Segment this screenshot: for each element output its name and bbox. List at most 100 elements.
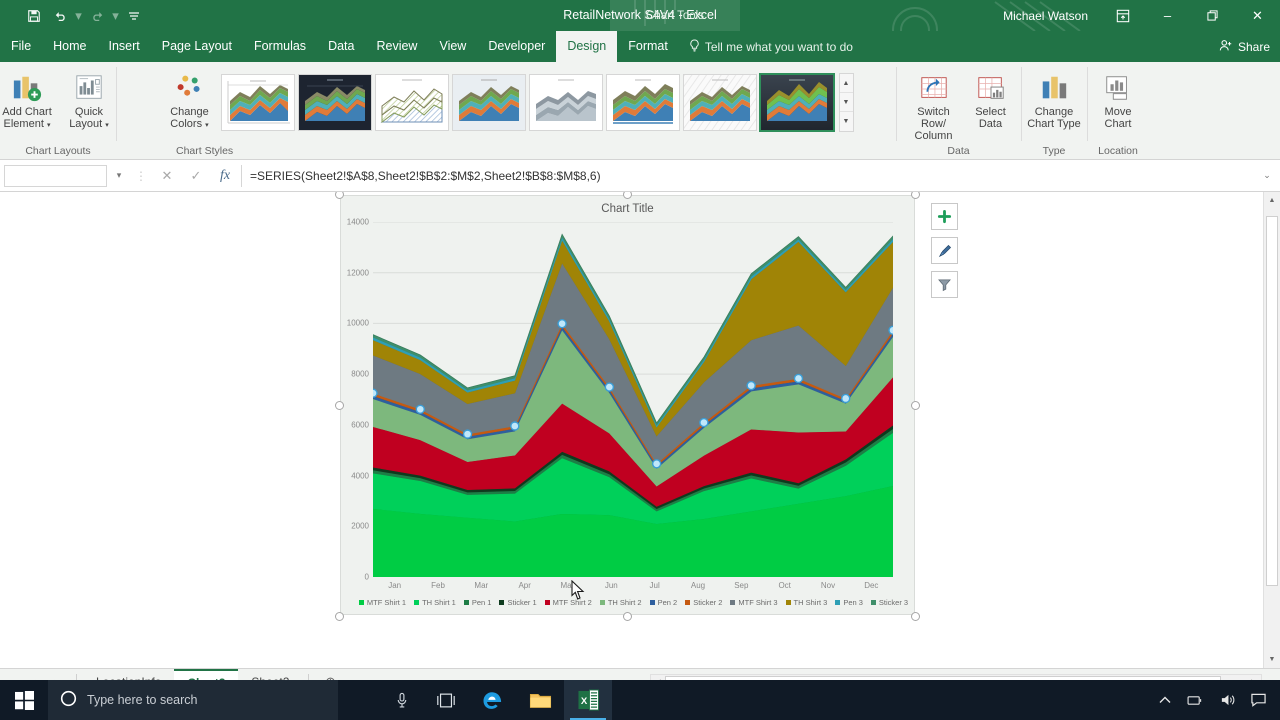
y-tick-14000: 14000: [346, 217, 369, 227]
minimize-button[interactable]: –: [1163, 8, 1172, 23]
legend-item-sticker-3[interactable]: Sticker 3: [870, 598, 908, 607]
chart-style-2[interactable]: [297, 74, 372, 131]
legend-item-sticker-1[interactable]: Sticker 1: [499, 598, 537, 607]
chart-filters-button[interactable]: [931, 271, 958, 298]
action-center-icon[interactable]: [1243, 693, 1280, 707]
chart-elements-button[interactable]: [931, 203, 958, 230]
legend-item-pen-1[interactable]: Pen 1: [463, 598, 491, 607]
task-view-icon[interactable]: [424, 680, 468, 720]
chart-style-3[interactable]: [374, 74, 449, 131]
vertical-scroll-thumb[interactable]: [1266, 216, 1278, 586]
tab-home[interactable]: Home: [53, 39, 87, 53]
chart-style-5[interactable]: [528, 74, 603, 131]
tab-page-layout[interactable]: Page Layout: [161, 39, 232, 53]
name-box[interactable]: [4, 164, 107, 187]
chart-handle-bottom-left[interactable]: [335, 612, 344, 621]
quick-layout-button[interactable]: Quick Layout ▾: [58, 68, 120, 136]
chart-style-6[interactable]: [605, 74, 680, 131]
change-colors-button[interactable]: Change Colors ▾: [159, 68, 221, 136]
chart-style-1[interactable]: [220, 74, 295, 131]
tab-review[interactable]: Review: [376, 39, 418, 53]
tab-design[interactable]: Design: [556, 31, 618, 62]
stacked-area-chart[interactable]: [372, 221, 894, 578]
legend-item-pen-3[interactable]: Pen 3: [835, 598, 863, 607]
excel-taskbar-icon[interactable]: X: [564, 680, 612, 720]
chart-handle-mid-left[interactable]: [335, 401, 344, 410]
chart-style-8[interactable]: [758, 73, 835, 132]
tab-formulas[interactable]: Formulas: [253, 39, 307, 53]
undo-icon[interactable]: [48, 5, 72, 27]
chart-style-4[interactable]: [451, 74, 526, 131]
restore-button[interactable]: [1190, 0, 1235, 31]
chart-style-7[interactable]: [682, 74, 757, 131]
select-data-button[interactable]: Select Data: [966, 68, 1016, 134]
chart-styles-gallery[interactable]: ▲ ▼ ▼: [220, 68, 854, 132]
formula-input[interactable]: =SERIES(Sheet2!$A$8,Sheet2!$B$2:$M$2,She…: [241, 164, 1255, 187]
chart-title[interactable]: Chart Title: [601, 203, 654, 215]
user-account-name[interactable]: Michael Watson: [1003, 8, 1088, 23]
gallery-scroll-down-icon[interactable]: ▼: [839, 93, 853, 112]
microphone-icon[interactable]: [380, 680, 424, 720]
chart-styles-gallery-scroll[interactable]: ▲ ▼ ▼: [838, 73, 854, 132]
chart-object[interactable]: Chart Title 0 2000 4000 6000 8000: [335, 192, 958, 621]
share-button[interactable]: Share: [1219, 31, 1270, 62]
save-icon[interactable]: [22, 5, 46, 27]
switch-row-column-button[interactable]: Switch Row/ Column: [902, 68, 966, 146]
chart-handle-top-left[interactable]: [335, 192, 344, 199]
add-chart-element-button[interactable]: Add Chart Element ▾: [0, 68, 58, 136]
taskbar-search-box[interactable]: Type here to search: [48, 680, 338, 720]
legend-item-mtf-shirt-2[interactable]: MTF Shirt 2: [544, 598, 592, 607]
change-colors-dropdown-icon: ▾: [205, 122, 209, 129]
network-icon[interactable]: [1179, 694, 1212, 707]
redo-icon[interactable]: [85, 5, 109, 27]
tell-me-box[interactable]: Tell me what you want to do: [679, 31, 863, 62]
chart-handle-bottom-center[interactable]: [623, 612, 632, 621]
tab-view[interactable]: View: [439, 39, 467, 53]
chart-legend[interactable]: MTF Shirt 1 TH Shirt 1 Pen 1 Sticker 1 M…: [358, 598, 908, 607]
legend-item-mtf-shirt-1[interactable]: MTF Shirt 1: [358, 598, 406, 607]
chart-plot-area[interactable]: 0 2000 4000 6000 8000 10000 12000 14000 …: [347, 218, 894, 590]
quick-access-toolbar[interactable]: ▾ ▾: [0, 5, 146, 27]
gallery-scroll-up-icon[interactable]: ▲: [839, 74, 853, 93]
move-chart-button[interactable]: Move Chart: [1092, 68, 1144, 134]
windows-start-icon[interactable]: [0, 680, 48, 720]
chart-styles-button[interactable]: [931, 237, 958, 264]
gallery-more-icon[interactable]: ▼: [839, 112, 853, 131]
cortana-circle-icon[interactable]: [60, 690, 77, 710]
tab-developer[interactable]: Developer: [488, 39, 546, 53]
vertical-scrollbar[interactable]: ▲ ▼: [1263, 192, 1280, 668]
redo-dropdown-icon[interactable]: ▾: [112, 7, 119, 23]
chart-handle-bottom-right[interactable]: [911, 612, 920, 621]
tab-format[interactable]: Format: [628, 39, 668, 53]
cancel-formula-icon[interactable]: ✕: [161, 167, 173, 183]
series-selection-markers[interactable]: [373, 222, 893, 577]
undo-dropdown-icon[interactable]: ▾: [75, 7, 82, 23]
change-chart-type-button[interactable]: Change Chart Type: [1025, 68, 1083, 134]
expand-formula-bar-icon[interactable]: ⌄: [1263, 170, 1271, 180]
tab-file[interactable]: File: [11, 39, 32, 53]
customize-qat-icon[interactable]: [122, 5, 146, 27]
tab-insert[interactable]: Insert: [108, 39, 140, 53]
chart-handle-mid-right[interactable]: [911, 401, 920, 410]
edge-browser-icon[interactable]: [468, 680, 516, 720]
enter-formula-icon[interactable]: ✓: [190, 167, 202, 183]
name-box-dropdown-icon[interactable]: ▾: [116, 170, 122, 180]
legend-item-th-shirt-1[interactable]: TH Shirt 1: [414, 598, 456, 607]
legend-item-mtf-shirt-3[interactable]: MTF Shirt 3: [730, 598, 778, 607]
tab-data[interactable]: Data: [328, 39, 355, 53]
volume-icon[interactable]: [1212, 693, 1243, 707]
legend-item-pen-2[interactable]: Pen 2: [649, 598, 677, 607]
legend-item-th-shirt-3[interactable]: TH Shirt 3: [785, 598, 827, 607]
scroll-down-icon[interactable]: ▼: [1264, 651, 1280, 668]
show-hidden-icons[interactable]: [1151, 696, 1179, 705]
chart-handle-top-center[interactable]: [623, 192, 632, 199]
chart-floating-buttons[interactable]: [931, 203, 958, 298]
close-button[interactable]: ✕: [1252, 7, 1263, 23]
chart-handle-top-right[interactable]: [911, 192, 920, 199]
scroll-up-icon[interactable]: ▲: [1264, 192, 1280, 209]
ribbon-display-options-icon[interactable]: [1100, 0, 1145, 31]
legend-item-th-shirt-2[interactable]: TH Shirt 2: [599, 598, 642, 607]
insert-function-icon[interactable]: fx: [219, 167, 231, 183]
file-explorer-icon[interactable]: [516, 680, 564, 720]
legend-item-sticker-2[interactable]: Sticker 2: [685, 598, 722, 607]
